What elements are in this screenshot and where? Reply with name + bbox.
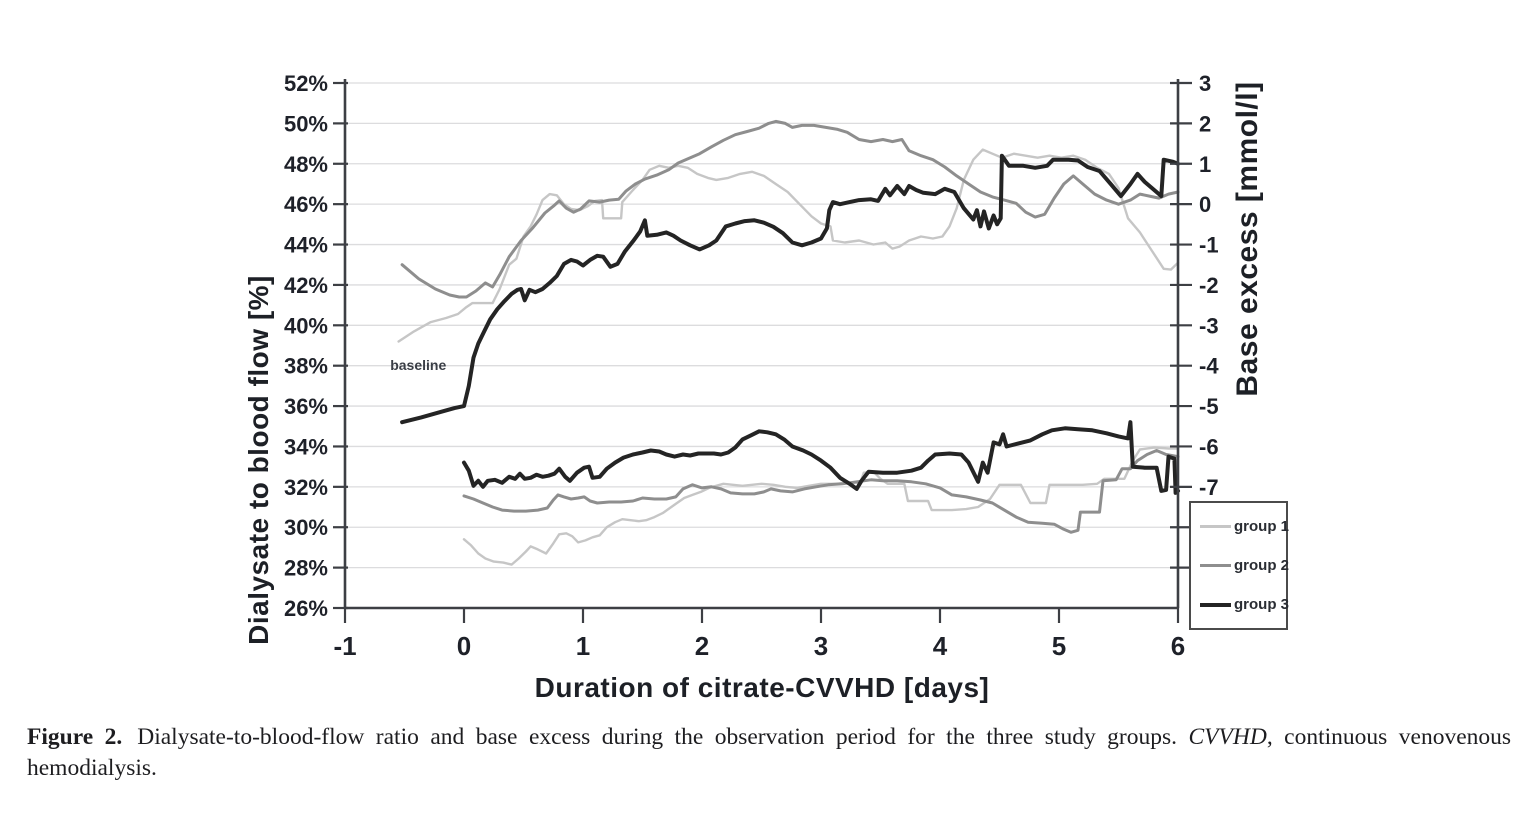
legend-item-group2: group 2 bbox=[1200, 557, 1289, 574]
tick-label: 30% bbox=[284, 515, 328, 540]
tick-label: -1 bbox=[333, 631, 356, 661]
series-line-group-1-right bbox=[397, 148, 1180, 343]
tick-label: 40% bbox=[284, 313, 328, 338]
tick-label: 36% bbox=[284, 394, 328, 419]
tick-label: -3 bbox=[1199, 313, 1219, 338]
series-line-group-2-left bbox=[462, 449, 1180, 534]
tick-label: 52% bbox=[284, 71, 328, 96]
y-axis-left-title: Dialysate to blood flow [%] bbox=[243, 275, 274, 645]
tick-label: 6 bbox=[1171, 631, 1185, 661]
x-axis-title: Duration of citrate-CVVHD [days] bbox=[534, 672, 990, 703]
tick-label: 48% bbox=[284, 152, 328, 177]
legend-item-group3: group 3 bbox=[1200, 596, 1289, 613]
tick-label: 34% bbox=[284, 434, 328, 459]
legend-label: group 3 bbox=[1234, 596, 1289, 613]
tick-label: 0 bbox=[457, 631, 471, 661]
tick-label: 5 bbox=[1052, 631, 1066, 661]
tick-label: -2 bbox=[1199, 273, 1219, 298]
chart-legend: group 1 group 2 group 3 bbox=[1189, 501, 1289, 630]
figure-caption: Figure 2. Dialysate-to-blood-flow ratio a… bbox=[27, 722, 1511, 784]
tick-label: 32% bbox=[284, 475, 328, 500]
tick-label: 3 bbox=[1199, 71, 1211, 96]
tick-label: 1 bbox=[1199, 152, 1211, 177]
tick-label: 50% bbox=[284, 111, 328, 136]
tick-label: 1 bbox=[576, 631, 590, 661]
figure-caption-text: Dialysate-to-blood-flow ratio and base e… bbox=[137, 724, 1178, 750]
tick-label: -5 bbox=[1199, 394, 1219, 419]
tick-label: 2 bbox=[1199, 111, 1211, 136]
legend-line-swatch-group3 bbox=[1200, 602, 1231, 607]
tick-label: 38% bbox=[284, 354, 328, 379]
legend-label: group 1 bbox=[1234, 518, 1289, 535]
line-chart: 26% 28% 30% 32% 34% 36% 38% 40% 42% 44% 46% 48% 50% 5… bbox=[284, 71, 1219, 661]
tick-label: 42% bbox=[284, 273, 328, 298]
tick-label: 2 bbox=[695, 631, 709, 661]
legend-item-group1: group 1 bbox=[1200, 518, 1289, 535]
tick-label: -7 bbox=[1199, 475, 1219, 500]
tick-label: 3 bbox=[814, 631, 828, 661]
tick-label: 26% bbox=[284, 596, 328, 621]
tick-label: -6 bbox=[1199, 434, 1219, 459]
baseline-annotation: baseline bbox=[390, 356, 447, 373]
tick-label: 28% bbox=[284, 556, 328, 581]
series-line-group-3-left bbox=[462, 420, 1180, 495]
y-axis-right-title: Base excess [mmol/l] bbox=[1231, 81, 1264, 397]
tick-label: 4 bbox=[933, 631, 948, 661]
legend-label: group 2 bbox=[1234, 557, 1289, 574]
legend-line-swatch-group1 bbox=[1200, 525, 1231, 528]
tick-label: 0 bbox=[1199, 192, 1211, 217]
legend-line-swatch-group2 bbox=[1200, 564, 1231, 567]
figure-caption-label: Figure 2. bbox=[27, 724, 123, 750]
tick-label: 44% bbox=[284, 233, 328, 258]
tick-label: -1 bbox=[1199, 233, 1219, 258]
tick-label: -4 bbox=[1199, 354, 1219, 379]
series-line-group-3-right bbox=[400, 153, 1180, 425]
series-line-group-2-right bbox=[400, 119, 1180, 299]
tick-label: 46% bbox=[284, 192, 328, 217]
figure-caption-abbreviation: CVVHD bbox=[1188, 724, 1267, 750]
figure-caption-text-2: , continuous venovenous hemodialysis. bbox=[27, 724, 1512, 781]
series-line-group-1-left bbox=[462, 446, 1180, 566]
